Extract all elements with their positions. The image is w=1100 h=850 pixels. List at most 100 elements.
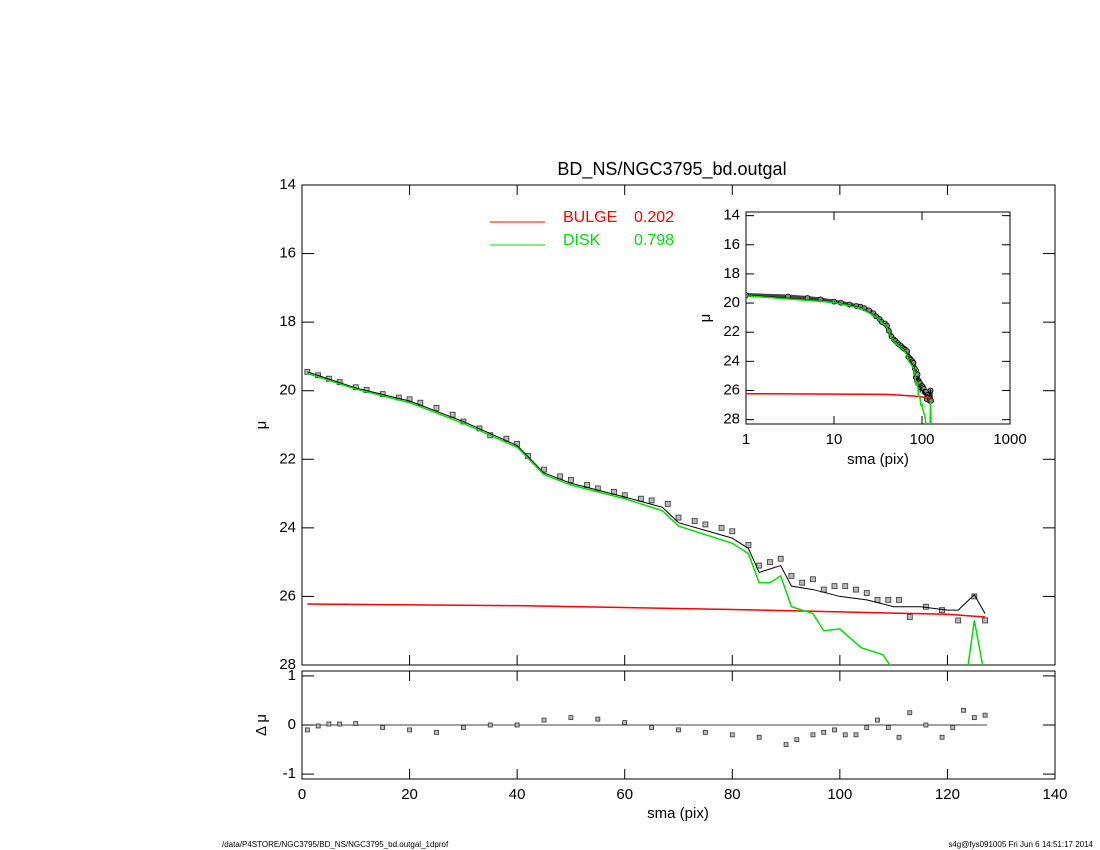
residual-point [864,725,870,730]
footer-left: /data/P4STORE/NGC3795/BD_NS/NGC3795_bd.o… [222,840,449,849]
model-line [307,603,986,618]
y-tick-label: 24 [723,352,740,369]
residual-point [832,727,837,733]
y-tick-label: 16 [279,245,296,262]
residual-point [595,716,601,722]
y-tick-label: -1 [283,765,296,782]
residual-point [939,734,945,740]
residual-point [842,732,848,738]
residual-point [702,729,708,735]
residual-point [794,737,800,743]
y-tick-label: 24 [279,519,296,536]
data-point [756,562,763,569]
residual-point [304,727,310,733]
y-tick-label: 1 [288,667,296,684]
x-tick-label: 100 [909,431,934,448]
data-point [831,583,838,590]
footer-right: s4g@fys091005 Fri Jun 6 14:51:17 2014 [948,840,1093,849]
data-point [648,497,655,504]
data-point [621,492,628,499]
residual-point [885,725,891,730]
residual-point [380,725,386,730]
residual-point [337,721,343,727]
y-tick-label: 14 [279,176,296,193]
main-plot [304,368,988,665]
data-point [406,396,413,403]
data-point [896,596,902,603]
data-point [863,590,870,596]
data-point [729,528,736,535]
y-tick-label: 18 [723,265,740,282]
data-point [885,596,892,603]
x-tick-label: 0 [298,786,306,803]
residual-point [982,712,988,718]
y-tick-label: 16 [723,236,740,253]
data-point [810,576,816,583]
model-line [307,371,986,614]
x-tick-label: 80 [724,786,741,803]
data-point [906,614,913,620]
residual-point [961,707,966,713]
model-line [746,295,932,424]
residual-point [923,722,929,728]
data-point [664,500,671,507]
data-point [853,586,859,593]
data-point [777,555,784,562]
residual-point [622,720,628,725]
data-point [568,476,574,483]
y-tick-label: 28 [279,656,296,673]
residual-point [756,734,762,740]
model-line [307,372,984,665]
y-tick-label: 20 [723,294,740,311]
residual-point [950,725,956,730]
residual-point [896,734,902,740]
inset-y-label: μ [697,314,714,323]
legend-fraction: 0.798 [634,232,674,249]
inset-plot [746,292,935,424]
residual-point [907,710,913,716]
residual-point [676,727,681,733]
y-tick-label: 22 [723,323,740,340]
residual-point [729,732,735,738]
x-tick-label: 10 [826,431,843,448]
residual-point [821,729,827,735]
y-tick-label: 18 [279,313,296,330]
data-point [675,514,682,521]
data-point [788,572,795,579]
x-tick-label: 60 [616,786,633,803]
data-point [691,518,698,524]
residual-point [783,742,789,748]
residual-y-label: Δ μ [253,714,270,736]
data-point [702,521,709,528]
data-point [874,596,881,603]
residual-point [487,722,493,728]
data-point [799,579,806,586]
x-tick-label: 100 [827,786,852,803]
data-point [982,617,988,624]
residual-point [810,732,816,738]
residual-point [853,732,859,738]
residual-point [315,723,321,729]
main-frame [301,184,1056,666]
data-point [842,583,849,590]
y-tick-label: 26 [279,587,296,604]
residual-point [460,725,466,730]
data-point [718,524,725,531]
model-line [746,392,932,400]
x-tick-label: 40 [509,786,526,803]
y-tick-label: 28 [723,411,740,428]
legend-fraction: 0.202 [634,209,674,226]
residual-point [514,722,520,728]
data-point [955,617,962,624]
inset-x-label: sma (pix) [847,451,909,468]
residual-point [326,721,332,727]
y-tick-label: 26 [723,381,740,398]
data-point [514,440,521,447]
residual-point [434,729,439,735]
x-tick-label: 1000 [993,431,1026,448]
data-point [594,485,601,492]
legend-label: BULGE [563,209,617,226]
data-point [767,559,773,566]
residual-point [971,715,977,721]
